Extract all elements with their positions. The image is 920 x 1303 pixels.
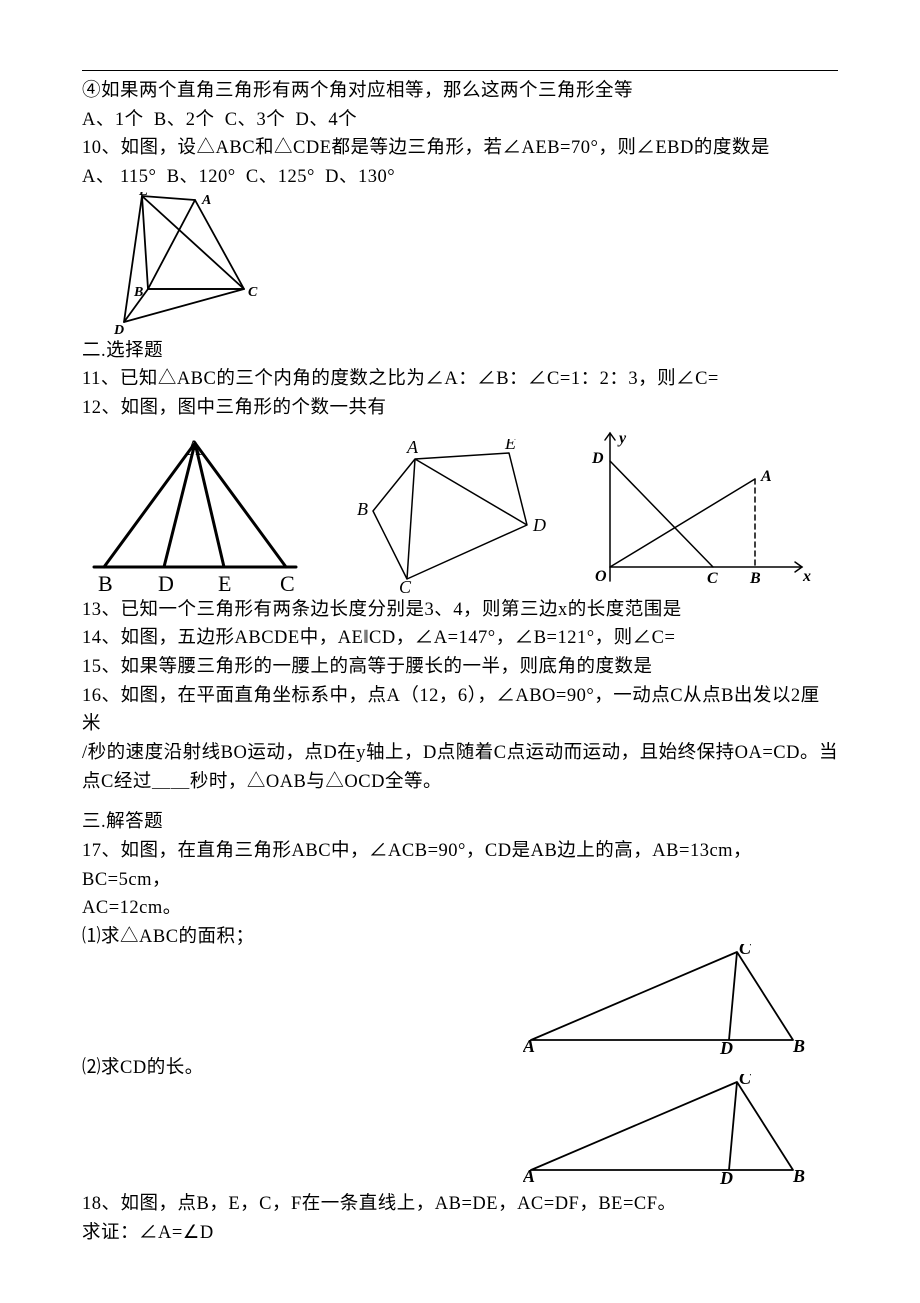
q10-label-a: A bbox=[201, 193, 211, 208]
q17-figure-2: A D B C bbox=[82, 1074, 838, 1184]
q12f3-c: C bbox=[707, 570, 718, 587]
section2-title: 二.选择题 bbox=[82, 337, 838, 366]
q12f2-a: A bbox=[406, 439, 419, 457]
q17f2-d: D bbox=[719, 1168, 733, 1184]
q10-label-c: C bbox=[248, 285, 258, 300]
q15-text: 15、如果等腰三角形的一腰上的高等于腰长的一半，则底角的度数是 bbox=[82, 653, 838, 682]
q18-l1: 18、如图，点B，E，C，F在一条直线上，AB=DE，AC=DF，BE=CF。 bbox=[82, 1190, 838, 1219]
section3-title: 三.解答题 bbox=[82, 808, 838, 837]
top-rule bbox=[82, 70, 838, 71]
q10-label-d: D bbox=[113, 323, 124, 337]
q12f3-b: B bbox=[749, 570, 761, 587]
q12f3-x: x bbox=[802, 568, 811, 585]
q9-stmt4: ④如果两个直角三角形有两个角对应相等，那么这两个三角形全等 bbox=[82, 77, 838, 106]
q17f-d: D bbox=[719, 1038, 733, 1054]
q16-l1: 16、如图，在平面直角坐标系中，点A（12，6），∠ABO=90°，一动点C从点… bbox=[82, 682, 838, 739]
q17-l1: 17、如图，在直角三角形ABC中，∠ACB=90°，CD是AB边上的高，AB=1… bbox=[82, 837, 838, 894]
q12f3-d: D bbox=[591, 450, 604, 467]
q17-l2: AC=12cm。 bbox=[82, 894, 838, 923]
q12f3-y: y bbox=[617, 430, 627, 447]
q17f-c: C bbox=[739, 944, 752, 958]
q12f1-e: E bbox=[218, 571, 231, 594]
q17f2-c: C bbox=[739, 1074, 752, 1088]
q10-options: A、 115° B、120° C、125° D、130° bbox=[82, 163, 838, 192]
q12-text: 12、如图，图中三角形的个数一共有 bbox=[82, 394, 838, 423]
q17f2-b: B bbox=[792, 1166, 805, 1184]
q12f3-a: A bbox=[760, 468, 772, 485]
q17f-b: B bbox=[792, 1036, 805, 1054]
q12f3-o: O bbox=[595, 568, 607, 585]
q17-figure-1: A D B C bbox=[82, 944, 838, 1054]
q12f2-c: C bbox=[399, 577, 412, 594]
q18-l2: 求证：∠A=∠D bbox=[82, 1219, 838, 1248]
q12f2-e: E bbox=[504, 439, 516, 453]
q17f-a: A bbox=[523, 1036, 535, 1054]
q12-figures: A B D E C A B C D E bbox=[82, 429, 838, 594]
q12f2-d: D bbox=[532, 515, 546, 535]
q12f1-a: A bbox=[186, 439, 202, 460]
q12-fig3: y x O D A B C bbox=[577, 429, 812, 594]
q10-label-e: E bbox=[138, 192, 148, 199]
q10-figure: E A B C D bbox=[82, 192, 838, 337]
q16-l2: /秒的速度沿射线BO运动，点D在y轴上，D点随着C点运动而运动，且始终保持OA=… bbox=[82, 739, 838, 768]
q11-text: 11、已知△ABC的三个内角的度数之比为∠A：∠B：∠C=1：2：3，则∠C= bbox=[82, 365, 838, 394]
q13-text: 13、已知一个三角形有两条边长度分别是3、4，则第三边x的长度范围是 bbox=[82, 596, 838, 625]
q10-text: 10、如图，设△ABC和△CDE都是等边三角形，若∠AEB=70°，则∠EBD的… bbox=[82, 134, 838, 163]
q9-options: A、1个 B、2个 C、3个 D、4个 bbox=[82, 106, 838, 135]
q10-label-b: B bbox=[133, 285, 143, 300]
q12-fig1: A B D E C bbox=[82, 439, 307, 594]
q12f2-b: B bbox=[357, 499, 368, 519]
q12f1-d: D bbox=[158, 571, 174, 594]
q14-text: 14、如图，五边形ABCDE中，AE‖CD，∠A=147°，∠B=121°，则∠… bbox=[82, 624, 838, 653]
q12f1-c: C bbox=[280, 571, 295, 594]
q16-l3: 点C经过＿＿秒时，△OAB与△OCD全等。 bbox=[82, 768, 838, 797]
q12f1-b: B bbox=[98, 571, 113, 594]
q12-fig2: A B C D E bbox=[337, 439, 547, 594]
q17f2-a: A bbox=[523, 1166, 535, 1184]
